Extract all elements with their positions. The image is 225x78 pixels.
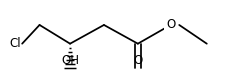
Text: O: O — [165, 18, 174, 31]
Text: Cl: Cl — [10, 37, 21, 50]
Text: O: O — [133, 54, 142, 67]
Text: OH: OH — [61, 54, 79, 67]
